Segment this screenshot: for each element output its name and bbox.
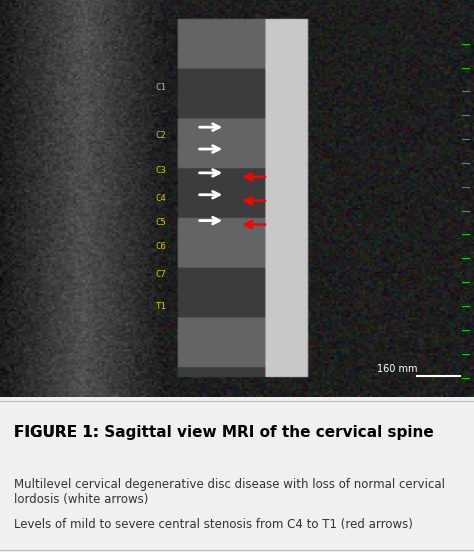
Text: FIGURE 1: Sagittal view MRI of the cervical spine: FIGURE 1: Sagittal view MRI of the cervi… bbox=[14, 425, 434, 440]
Text: C6: C6 bbox=[156, 242, 166, 251]
Text: 160 mm: 160 mm bbox=[377, 364, 417, 374]
Text: C1: C1 bbox=[156, 83, 166, 92]
Text: C2: C2 bbox=[156, 131, 166, 140]
Text: C7: C7 bbox=[156, 270, 166, 279]
Text: C4: C4 bbox=[156, 194, 166, 203]
Text: C3: C3 bbox=[156, 166, 166, 176]
Text: Multilevel cervical degenerative disc disease with loss of normal cervical lordo: Multilevel cervical degenerative disc di… bbox=[14, 478, 445, 506]
Text: C5: C5 bbox=[156, 218, 166, 227]
Text: T1: T1 bbox=[156, 301, 166, 311]
Text: Levels of mild to severe central stenosis from C4 to T1 (red arrows): Levels of mild to severe central stenosi… bbox=[14, 518, 413, 531]
Text: FIGURE 1:: FIGURE 1: bbox=[14, 425, 104, 440]
